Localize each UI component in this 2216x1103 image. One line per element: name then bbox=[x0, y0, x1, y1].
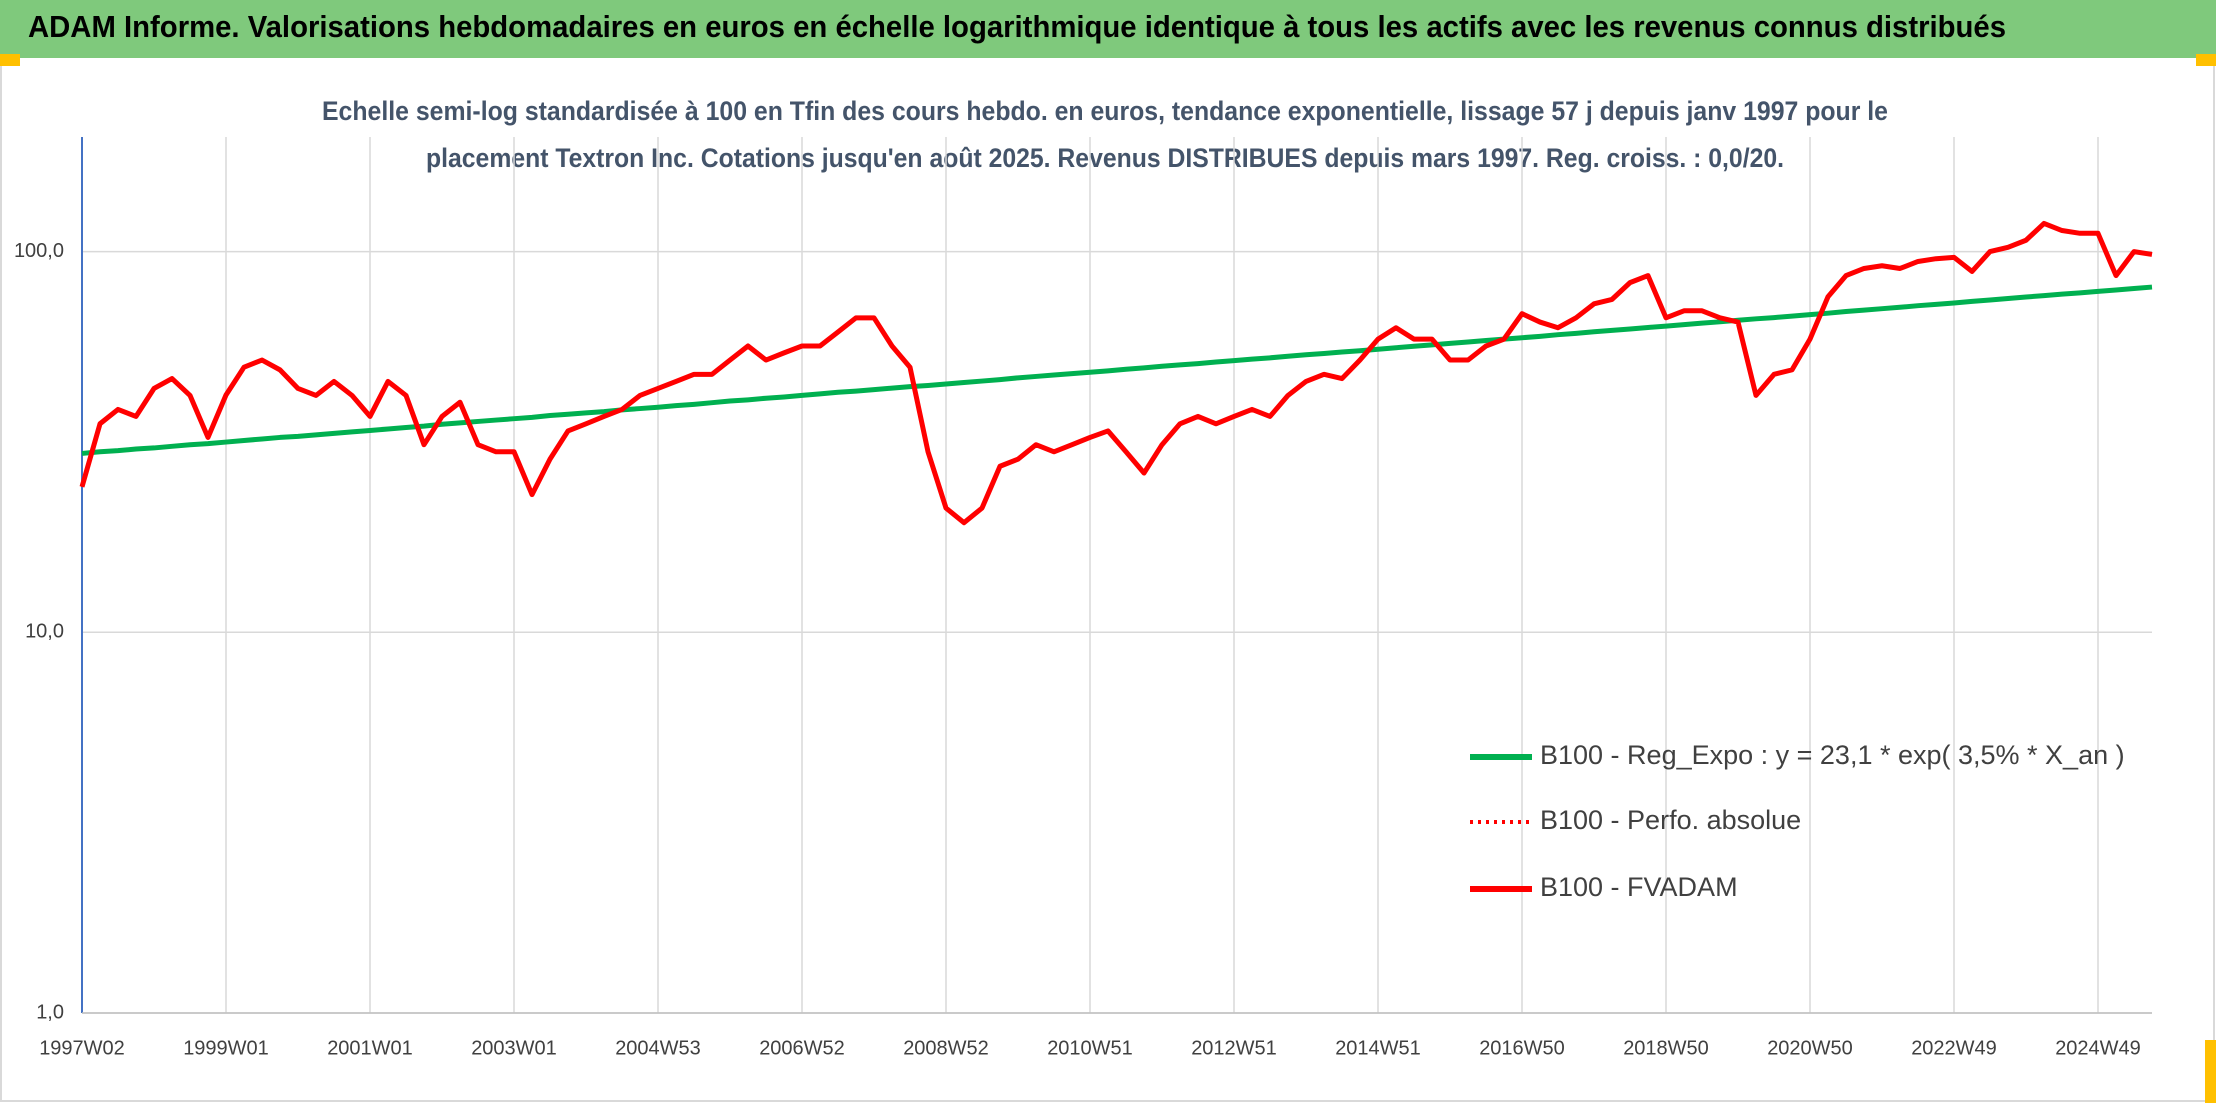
y-tick-label: 100,0 bbox=[14, 240, 64, 262]
corner bbox=[2205, 1040, 2216, 1103]
chart-title: placement Textron Inc. Cotations jusqu'e… bbox=[426, 143, 1784, 173]
x-tick-label: 2006W52 bbox=[759, 1037, 845, 1059]
x-tick-label: 2008W52 bbox=[903, 1037, 989, 1059]
legend-label: B100 - FVADAM bbox=[1540, 872, 1738, 902]
x-tick-label: 2024W49 bbox=[2055, 1037, 2141, 1059]
legend: B100 - Reg_Expo : y = 23,1 * exp( 3,5% *… bbox=[1470, 740, 2125, 902]
x-tick-label: 2016W50 bbox=[1479, 1037, 1565, 1059]
grid: 1,0 10,0 100,0 1997W02 1999W01 2001W01 2003W01… bbox=[14, 137, 2152, 1059]
corner bbox=[0, 54, 20, 66]
x-tick-label: 2018W50 bbox=[1623, 1037, 1709, 1059]
y-tick-label: 10,0 bbox=[25, 621, 64, 643]
x-tick-label: 1999W01 bbox=[183, 1037, 269, 1059]
x-tick-label: 2020W50 bbox=[1767, 1037, 1853, 1059]
series-line bbox=[81, 284, 2153, 456]
plot bbox=[79, 220, 2153, 526]
x-tick-label: 2012W51 bbox=[1191, 1037, 1277, 1059]
x-tick-label: 2001W01 bbox=[327, 1037, 413, 1059]
header-title: ADAM Informe. Valorisations hebdomadaire… bbox=[28, 9, 2006, 44]
corner bbox=[2196, 54, 2216, 66]
header-band bbox=[0, 0, 2216, 58]
legend-label: B100 - Perfo. absolue bbox=[1540, 805, 1801, 835]
y-tick-label: 1,0 bbox=[36, 1001, 64, 1023]
series-line bbox=[79, 220, 2153, 526]
legend-label: B100 - Reg_Expo : y = 23,1 * exp( 3,5% *… bbox=[1540, 740, 2125, 770]
x-tick-label: 1997W02 bbox=[39, 1037, 125, 1059]
x-tick-label: 2004W53 bbox=[615, 1037, 701, 1059]
x-tick-label: 2022W49 bbox=[1911, 1037, 1997, 1059]
x-tick-label: 2003W01 bbox=[471, 1037, 557, 1059]
x-tick-label: 2014W51 bbox=[1335, 1037, 1421, 1059]
chart-title: Echelle semi-log standardisée à 100 en T… bbox=[322, 96, 1888, 126]
x-tick-label: 2010W51 bbox=[1047, 1037, 1133, 1059]
